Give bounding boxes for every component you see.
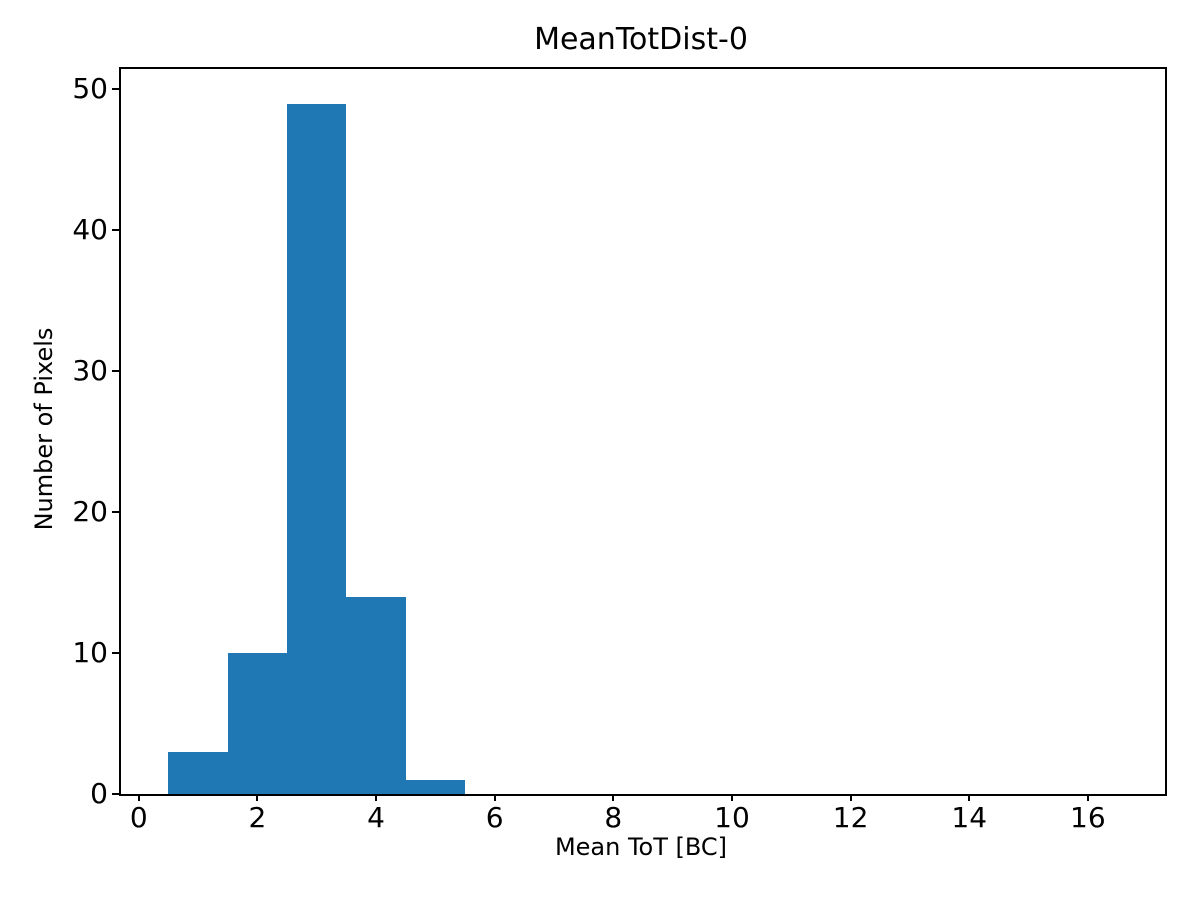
chart-title: MeanTotDist-0 [534,22,748,57]
x-tick-label: 10 [714,801,750,834]
x-tick-mark [1086,794,1089,801]
y-tick-label: 0 [90,777,108,810]
y-tick-mark [112,229,119,232]
x-tick-mark [256,794,259,801]
x-tick-label: 16 [1070,801,1106,834]
y-axis-label: Number of Pixels [30,327,58,531]
histogram-bar [227,653,288,794]
x-tick-label: 0 [129,801,148,834]
histogram-bar [168,751,228,794]
histogram-bar [346,596,406,794]
y-tick-label: 10 [72,636,108,670]
x-tick-label: 2 [248,801,267,834]
x-tick-label: 8 [604,801,623,834]
x-tick-label: 12 [832,801,869,834]
y-tick-mark [112,652,119,655]
y-tick-label: 50 [72,72,108,106]
x-tick-label: 14 [951,801,988,834]
x-tick-mark [612,794,615,801]
x-tick-label: 4 [367,801,385,834]
y-tick-mark [112,793,119,795]
x-tick-mark [849,794,852,801]
plot-area: 0 2 4 6 8 10 12 14 16 0 10 20 30 40 50 [72,67,1167,834]
y-tick-mark [112,511,119,514]
x-tick-mark [968,794,971,801]
x-axis-label: Mean ToT [BC] [554,833,728,861]
x-tick-mark [375,794,378,801]
y-tick-label: 20 [72,495,108,529]
y-tick-mark [112,370,119,373]
x-tick-mark [493,794,496,801]
y-tick-label: 30 [72,354,108,388]
x-tick-mark [137,794,140,801]
x-tick-mark [730,794,733,801]
histogram-bar [405,779,466,794]
y-tick-mark [112,88,119,91]
x-tick-label: 6 [485,801,504,834]
y-tick-label: 40 [72,213,108,247]
histogram-bar [287,103,347,794]
